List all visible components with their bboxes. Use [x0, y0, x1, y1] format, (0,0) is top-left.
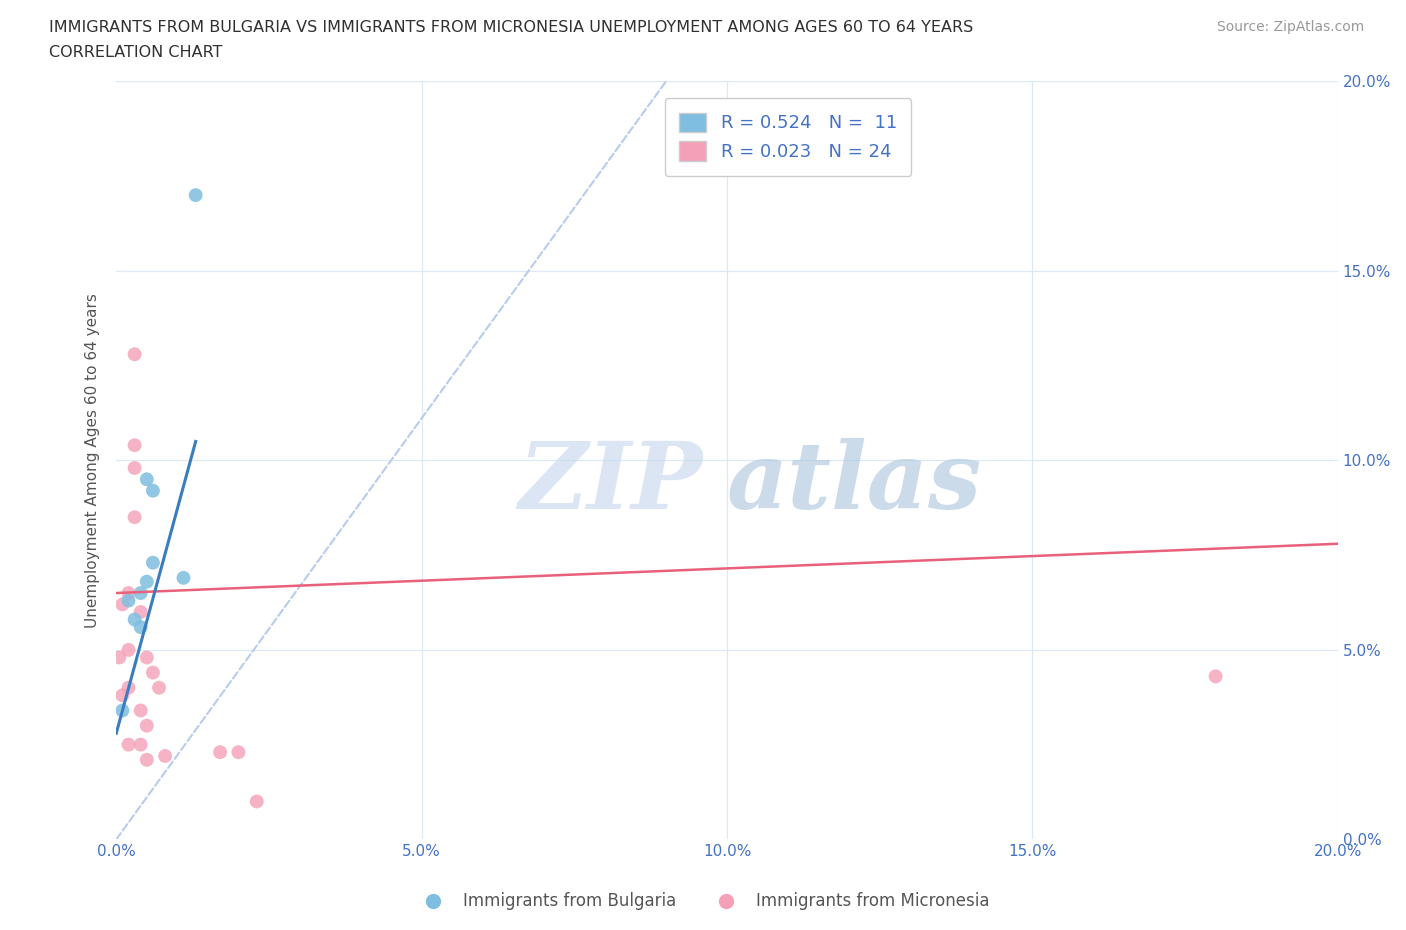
Point [142, 484, 165, 498]
Point [124, 438, 146, 453]
Text: CORRELATION CHART: CORRELATION CHART [49, 45, 222, 60]
Point [129, 737, 152, 752]
Legend: R = 0.524   N =  11, R = 0.023   N = 24: R = 0.524 N = 11, R = 0.023 N = 24 [665, 98, 911, 176]
Point [124, 510, 146, 525]
Point [124, 612, 146, 627]
Point [124, 347, 146, 362]
Text: Source: ZipAtlas.com: Source: ZipAtlas.com [1216, 20, 1364, 34]
Point [135, 752, 157, 767]
Point [153, 749, 176, 764]
Point [228, 745, 250, 760]
Text: ZIP: ZIP [519, 438, 703, 528]
Point [117, 593, 139, 608]
Y-axis label: Unemployment Among Ages 60 to 64 years: Unemployment Among Ages 60 to 64 years [86, 293, 100, 628]
Point [108, 650, 131, 665]
Point [129, 703, 152, 718]
Point [142, 665, 165, 680]
Point [129, 586, 152, 601]
Point [135, 650, 157, 665]
Point [117, 681, 139, 696]
Point [209, 745, 232, 760]
Point [117, 586, 139, 601]
Point [111, 597, 134, 612]
Point [135, 574, 157, 589]
Point [135, 718, 157, 733]
Point [142, 555, 165, 570]
Point [184, 188, 207, 203]
Point [124, 460, 146, 475]
Point [172, 570, 194, 585]
Point [111, 688, 134, 703]
Point [135, 472, 157, 486]
Point [246, 794, 269, 809]
Point [1205, 669, 1227, 684]
Point [117, 737, 139, 752]
Point [111, 703, 134, 718]
Text: atlas: atlas [727, 438, 983, 528]
Point [129, 619, 152, 634]
Point [148, 681, 170, 696]
Point [117, 643, 139, 658]
Text: IMMIGRANTS FROM BULGARIA VS IMMIGRANTS FROM MICRONESIA UNEMPLOYMENT AMONG AGES 6: IMMIGRANTS FROM BULGARIA VS IMMIGRANTS F… [49, 20, 973, 35]
Legend: Immigrants from Bulgaria, Immigrants from Micronesia: Immigrants from Bulgaria, Immigrants fro… [409, 885, 997, 917]
Point [129, 604, 152, 619]
